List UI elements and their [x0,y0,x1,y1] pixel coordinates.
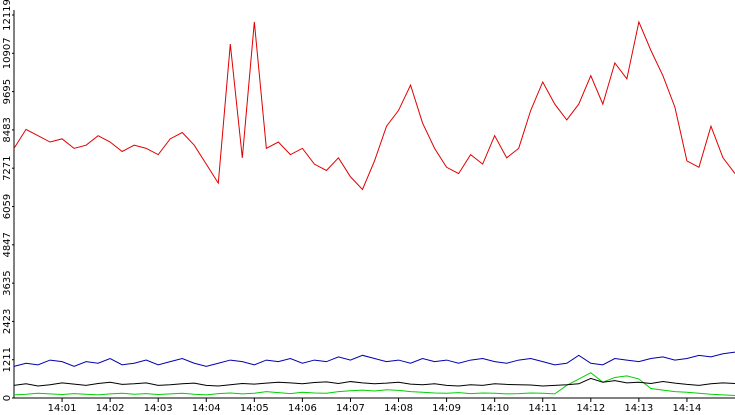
x-tick-label: 14:01 [48,403,77,414]
y-tick-label: 3635 [2,270,13,295]
y-tick-label: 12119 [2,0,13,31]
series-line [13,377,735,387]
x-tick-label: 14:09 [432,403,461,414]
x-tick-label: 14:07 [336,403,365,414]
series-line [13,20,735,191]
x-tick-label: 14:13 [624,403,653,414]
y-tick-label: 4847 [2,232,13,257]
y-tick-label: 0 [2,395,13,401]
x-tick-label: 14:10 [480,403,509,414]
y-tick-label: 7271 [2,155,13,180]
x-tick-label: 14:08 [384,403,413,414]
x-tick-label: 14:12 [576,403,605,414]
y-tick-label: 6059 [2,194,13,219]
x-tick-label: 14:03 [144,403,173,414]
y-tick-label: 2423 [2,309,13,334]
x-tick-label: 14:02 [96,403,125,414]
x-tick-label: 14:04 [192,403,221,414]
series-line [13,372,735,396]
y-tick-label: 9695 [2,79,13,104]
x-tick-label: 14:05 [240,403,269,414]
x-tick-label: 14:11 [528,403,557,414]
x-tick-label: 14:14 [673,403,702,414]
series-line [13,351,735,367]
y-tick-label: 10907 [2,37,13,69]
y-tick-label: 8483 [2,117,13,142]
x-tick-label: 14:06 [288,403,317,414]
y-tick-label: 1211 [2,347,13,372]
